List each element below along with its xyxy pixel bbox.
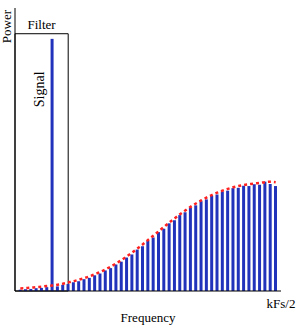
svg-text:kFs/2: kFs/2 [267,296,295,311]
svg-text:Signal: Signal [32,71,47,107]
svg-text:Filter: Filter [28,17,57,32]
svg-text:Power: Power [8,9,14,43]
svg-text:Frequency: Frequency [121,310,176,325]
